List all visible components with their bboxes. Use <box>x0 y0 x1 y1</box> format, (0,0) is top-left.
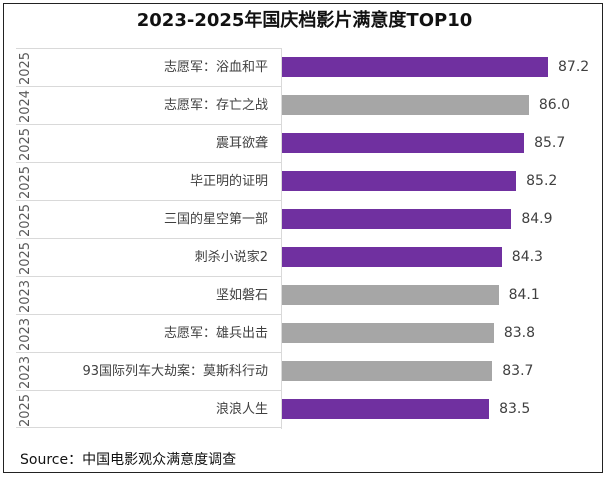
data-label: 83.5 <box>499 401 531 417</box>
year-label: 2025 <box>16 201 36 239</box>
data-label: 85.7 <box>534 135 566 151</box>
category-row: 2025 三国的星空第一部 <box>16 200 282 238</box>
bar <box>282 285 499 305</box>
year-label: 2025 <box>16 239 36 277</box>
year-label: 2025 <box>16 163 36 201</box>
category-row: 2024 志愿军：存亡之战 <box>16 86 282 124</box>
bar <box>282 323 494 343</box>
category-label: 志愿军：存亡之战 <box>163 98 268 113</box>
category-row: 2023 志愿军：雄兵出击 <box>16 314 282 352</box>
data-label: 83.8 <box>503 325 536 341</box>
data-label: 84.3 <box>511 249 543 265</box>
year-text: 2025 <box>18 165 34 199</box>
year-text: 2023 <box>18 317 34 351</box>
category-label: 浪浪人生 <box>215 402 268 417</box>
category-row: 2025 震耳欲聋 <box>16 124 282 162</box>
year-text: 2024 <box>18 89 34 123</box>
source-note: Source：中国电影观众满意度调查 <box>20 452 237 468</box>
category-row: 2025 毕正明的证明 <box>16 162 282 200</box>
chart-frame <box>3 3 603 473</box>
year-label: 2024 <box>16 87 36 125</box>
category-label: 坚如磐石 <box>215 288 268 303</box>
year-label: 2025 <box>16 391 36 429</box>
year-label: 2023 <box>16 315 36 353</box>
category-label: 三国的星空第一部 <box>163 212 268 227</box>
category-row: 2023 坚如磐石 <box>16 276 282 314</box>
bar <box>282 57 548 77</box>
data-label: 84.1 <box>508 287 540 303</box>
year-text: 2025 <box>18 51 34 85</box>
year-text: 2025 <box>18 393 34 427</box>
year-label: 2023 <box>16 353 36 391</box>
bar <box>282 209 512 229</box>
data-label: 84.9 <box>521 211 553 227</box>
bar <box>282 247 502 267</box>
category-row: 2025 刺杀小说家2 <box>16 238 282 276</box>
table-divider <box>281 48 282 429</box>
data-label: 87.2 <box>558 59 590 75</box>
year-text: 2025 <box>18 127 34 161</box>
chart-title: 2023-2025年国庆档影片满意度TOP10 <box>136 10 473 31</box>
year-label: 2025 <box>16 125 36 163</box>
category-row: 2023 93国际列车大劫案：莫斯科行动 <box>16 352 282 390</box>
bar <box>282 133 525 153</box>
year-label: 2023 <box>16 277 36 315</box>
category-label: 93国际列车大劫案：莫斯科行动 <box>82 364 268 379</box>
category-row: 2025 浪浪人生 <box>16 390 282 428</box>
year-label: 2025 <box>16 49 36 87</box>
year-text: 2023 <box>18 355 34 389</box>
year-text: 2025 <box>18 203 34 237</box>
category-row: 2025 志愿军：浴血和平 <box>16 48 282 86</box>
data-label: 85.2 <box>526 173 558 189</box>
year-text: 2023 <box>18 279 34 313</box>
category-label: 志愿军：雄兵出击 <box>163 326 268 341</box>
bar <box>282 171 517 191</box>
category-label: 毕正明的证明 <box>189 174 268 189</box>
category-label: 刺杀小说家2 <box>194 250 268 265</box>
year-text: 2025 <box>18 241 34 275</box>
data-label: 86.0 <box>538 97 571 113</box>
bar <box>282 95 529 115</box>
data-label: 83.7 <box>502 363 534 379</box>
bar <box>282 361 493 381</box>
category-label: 志愿军：浴血和平 <box>163 60 268 75</box>
bar <box>282 399 490 419</box>
category-label: 震耳欲聋 <box>215 136 268 151</box>
